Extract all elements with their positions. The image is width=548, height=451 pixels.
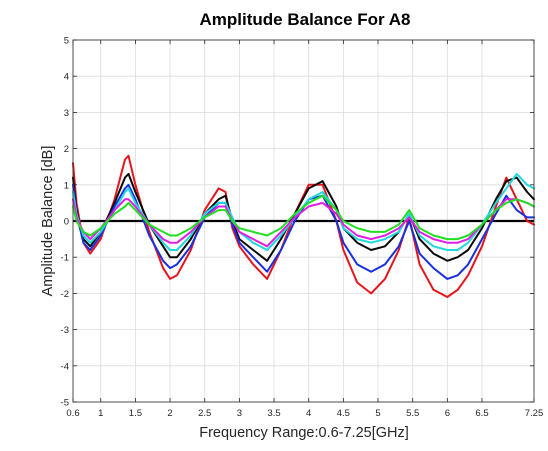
x-tick-label: 7.25 (525, 408, 544, 419)
x-tick-label: 3.5 (267, 408, 280, 419)
x-tick-label: 4.5 (337, 408, 350, 419)
y-tick-label: 1 (64, 180, 69, 191)
y-tick-label: 0 (64, 217, 69, 228)
y-tick-label: 5 (64, 36, 69, 47)
y-tick-label: 2 (64, 144, 69, 155)
y-axis-label: Amplitude Balance [dB] (40, 146, 56, 297)
x-tick-label: 6.5 (475, 408, 488, 419)
x-tick-label: 0.6 (66, 408, 79, 419)
series-lines (72, 154, 535, 298)
x-tick-label: 2.5 (198, 408, 211, 419)
axis-ticks (72, 39, 535, 403)
chart-title: Amplitude Balance For A8 (200, 10, 411, 29)
x-tick-label: 5.5 (406, 408, 419, 419)
series-line-2 (72, 172, 535, 262)
x-tick-label: 1.5 (129, 408, 142, 419)
series-line-5 (72, 198, 535, 248)
y-tick-label: -2 (61, 289, 69, 300)
x-tick-label: 2 (167, 408, 172, 419)
y-tick-label: 3 (64, 108, 69, 119)
y-tick-labels: -5 -4 -3 -2 -1 0 1 2 3 4 5 (61, 36, 69, 409)
x-tick-label: 4 (306, 408, 311, 419)
y-tick-label: -1 (61, 253, 69, 264)
x-tick-label: 5 (375, 408, 380, 419)
x-tick-labels: 0.6 1 1.5 2 2.5 3 3.5 4 4.5 5 5.5 6 6.5 7.25 (66, 408, 543, 419)
x-tick-label: 3 (237, 408, 242, 419)
y-tick-label: -3 (61, 325, 69, 336)
series-line-4 (72, 172, 535, 251)
y-tick-label: 4 (64, 72, 69, 83)
y-tick-label: -5 (61, 398, 69, 409)
x-tick-label: 6 (445, 408, 450, 419)
series-line-6 (72, 194, 535, 241)
x-axis-label: Frequency Range:0.6-7.25[GHz] (199, 425, 409, 441)
series-line-3 (72, 183, 535, 280)
y-tick-label: -4 (61, 361, 69, 372)
x-tick-label: 1 (98, 408, 103, 419)
